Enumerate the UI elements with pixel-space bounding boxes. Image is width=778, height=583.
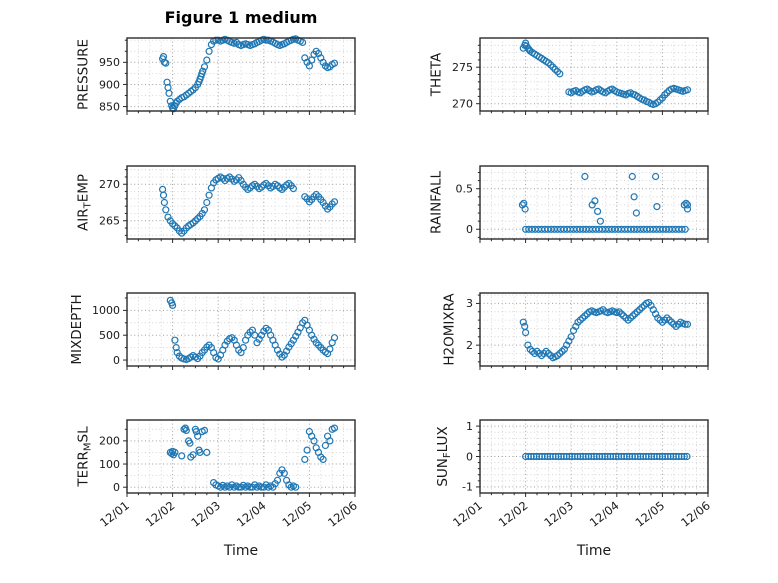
grid-lines bbox=[127, 420, 355, 493]
scatter-points bbox=[518, 172, 692, 233]
y-axis-label: H2OMIXRA bbox=[442, 293, 458, 366]
x-tick-label: 12/01 bbox=[97, 498, 132, 529]
plot-canvas-sun-flux: -1 0 1 SUNFLUX 12/01 12/02 12/03 12/04 12/05 12/0… bbox=[435, 419, 713, 559]
y-tick-label: 0 bbox=[113, 481, 120, 494]
grid-lines bbox=[480, 38, 708, 111]
x-tick-label: 12/04 bbox=[587, 498, 622, 529]
tick-marks bbox=[476, 294, 709, 370]
y-axis-label: THETA bbox=[429, 52, 445, 97]
y-axis-label: SUNFLUX bbox=[435, 426, 453, 486]
tick-marks bbox=[123, 428, 356, 497]
y-tick-label: 2 bbox=[466, 339, 473, 352]
scatter-points bbox=[166, 296, 339, 364]
tick-marks bbox=[476, 44, 709, 115]
y-tick-label: 850 bbox=[99, 100, 120, 113]
x-axis-label: Time bbox=[576, 543, 611, 559]
scatter-points bbox=[521, 452, 691, 461]
tick-marks bbox=[123, 39, 356, 115]
y-tick-label: 1 bbox=[466, 420, 473, 433]
x-tick-label: 12/05 bbox=[280, 498, 315, 529]
y-tick-label: 200 bbox=[99, 435, 120, 448]
y-tick-label: 0 bbox=[466, 450, 473, 463]
x-tick-label: 12/06 bbox=[678, 498, 713, 529]
subplot-h2omixra: 2 3 H2OMIXRA bbox=[442, 292, 709, 370]
y-axis-label: AIRTEMP bbox=[76, 174, 94, 231]
tick-marks bbox=[476, 425, 709, 497]
subplot-theta: 270 275 THETA bbox=[429, 37, 709, 115]
y-axis-label: PRESSURE bbox=[76, 39, 92, 110]
tick-marks bbox=[123, 297, 356, 370]
plot-canvas-air-temp: 265 270 AIRTEMP bbox=[76, 165, 356, 243]
y-axis-label: TERRMSL bbox=[76, 426, 94, 488]
scatter-points bbox=[519, 39, 692, 109]
figure-title: Figure 1 medium bbox=[164, 8, 318, 27]
y-axis-label: RAINFALL bbox=[429, 171, 445, 234]
tick-marks bbox=[476, 171, 709, 243]
y-tick-label: 1000 bbox=[92, 304, 120, 317]
scatter-points bbox=[166, 424, 339, 491]
scatter-points bbox=[158, 173, 339, 237]
y-axis-label: MIXDEPTH bbox=[69, 294, 85, 364]
subplot-air-temp: 265 270 AIRTEMP bbox=[76, 165, 356, 243]
grid-lines bbox=[480, 293, 708, 366]
y-tick-label: 500 bbox=[99, 329, 120, 342]
x-tick-label: 12/01 bbox=[450, 498, 485, 529]
y-tick-label: 275 bbox=[452, 61, 473, 74]
y-tick-label: 0 bbox=[113, 354, 120, 367]
x-tick-label: 12/04 bbox=[234, 498, 269, 529]
plot-canvas-pressure: 850 900 950 PRESSURE bbox=[76, 35, 356, 115]
subplot-mixdepth: 0 500 1000 MIXDEPTH bbox=[69, 292, 356, 370]
subplot-pressure: 850 900 950 PRESSURE bbox=[76, 35, 356, 115]
x-axis-label: Time bbox=[223, 543, 258, 559]
y-tick-label: 265 bbox=[99, 215, 120, 228]
x-tick-label: 12/03 bbox=[188, 498, 223, 529]
plot-canvas-rainfall: 0 0.5 RAINFALL bbox=[429, 165, 709, 243]
y-tick-label: 270 bbox=[99, 178, 120, 191]
y-tick-label: -1 bbox=[462, 481, 473, 494]
x-tick-label: 12/03 bbox=[541, 498, 576, 529]
grid-lines bbox=[127, 38, 355, 111]
y-tick-label: 0 bbox=[466, 223, 473, 236]
y-tick-label: 900 bbox=[99, 78, 120, 91]
subplot-rainfall: 0 0.5 RAINFALL bbox=[429, 165, 709, 243]
x-tick-label: 12/02 bbox=[143, 498, 178, 529]
scatter-points bbox=[158, 35, 339, 113]
y-tick-label: 270 bbox=[452, 98, 473, 111]
subplot-sun-flux: -1 0 1 SUNFLUX 12/01 12/02 12/03 12/04 12/05 12/0… bbox=[435, 419, 713, 559]
plot-canvas-theta: 270 275 THETA bbox=[429, 37, 709, 115]
plot-canvas-h2omixra: 2 3 H2OMIXRA bbox=[442, 292, 709, 370]
y-tick-label: 950 bbox=[99, 56, 120, 69]
x-tick-label: 12/05 bbox=[633, 498, 668, 529]
y-tick-label: 100 bbox=[99, 458, 120, 471]
tick-marks bbox=[123, 169, 356, 243]
y-tick-label: 0.5 bbox=[456, 183, 474, 196]
subplot-terr-msl: 0 100 200 TERRMSL 12/01 12/02 12/03 12/04 12/05 1… bbox=[76, 419, 360, 559]
scatter-points bbox=[519, 299, 692, 362]
x-tick-label: 12/02 bbox=[496, 498, 531, 529]
y-tick-label: 3 bbox=[466, 297, 473, 310]
plot-canvas-mixdepth: 0 500 1000 MIXDEPTH bbox=[69, 292, 356, 370]
x-tick-label: 12/06 bbox=[325, 498, 360, 529]
